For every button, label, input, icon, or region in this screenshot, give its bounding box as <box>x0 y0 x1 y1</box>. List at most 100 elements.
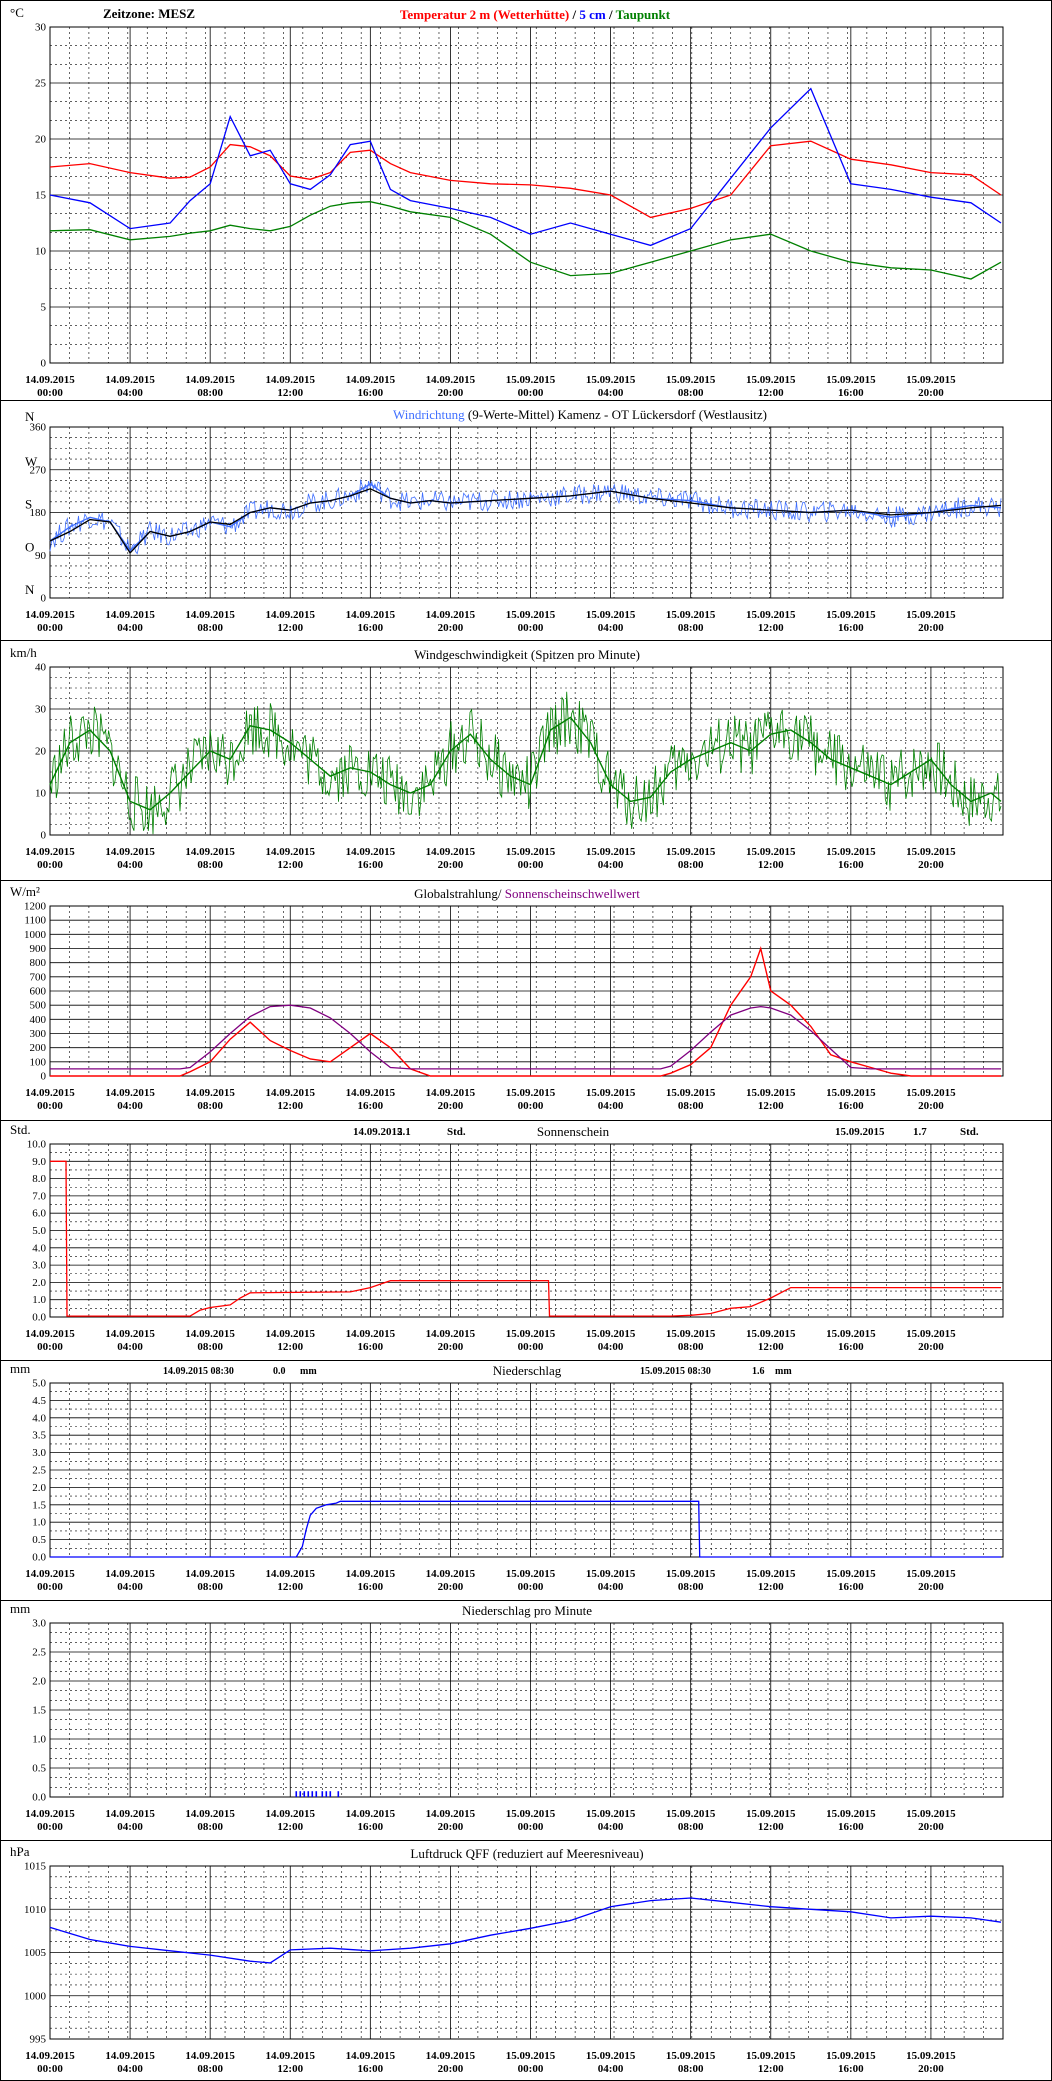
x-tick-label: 14.09.2015 <box>25 609 75 621</box>
x-tick-label: 14.09.2015 <box>426 846 476 858</box>
x-tick-label: 14.09.2015 <box>266 374 316 386</box>
x-tick-label: 20:00 <box>918 1341 944 1353</box>
x-tick-label: 12:00 <box>277 1821 303 1833</box>
x-tick-label: 12:00 <box>758 1100 784 1112</box>
x-tick-label: 14.09.2015 <box>346 1328 396 1340</box>
y-tick-label: 6.0 <box>32 1208 46 1220</box>
chart-title: Globalstrahlung/ Sonnenscheinschwellwert <box>414 886 640 901</box>
x-tick-label: 14.09.2015 <box>25 374 75 386</box>
chart-title-part: Windgeschwindigkeit (Spitzen pro Minute) <box>414 647 640 662</box>
x-tick-label: 14.09.2015 <box>346 374 396 386</box>
x-tick-label: 04:00 <box>598 1341 624 1353</box>
x-tick-label: 04:00 <box>598 1821 624 1833</box>
y-tick-label: 5.0 <box>32 1225 46 1237</box>
x-tick-label: 15.09.2015 <box>746 1087 796 1099</box>
x-tick-label: 15.09.2015 <box>666 1328 716 1340</box>
x-tick-label: 08:00 <box>197 622 223 634</box>
x-tick-label: 14.09.2015 <box>266 1808 316 1820</box>
y-tick-label: 1200 <box>24 901 47 913</box>
y-tick-label: 15 <box>35 190 47 202</box>
x-tick-label: 04:00 <box>598 2063 624 2075</box>
chart-title: Niederschlag <box>493 1363 562 1378</box>
chart-title: Sonnenschein <box>537 1124 610 1139</box>
y-tick-label: 300 <box>30 1028 47 1040</box>
x-tick-label: 15.09.2015 <box>586 1328 636 1340</box>
x-tick-label: 15.09.2015 <box>746 609 796 621</box>
x-tick-label: 14.09.2015 <box>426 609 476 621</box>
x-tick-label: 16:00 <box>838 1341 864 1353</box>
x-tick-label: 15.09.2015 <box>586 846 636 858</box>
panel-precipitation: 0.0 0.5 1.0 1.5 2.0 2.5 3.0 3.5 4.0 4.5 5.0 14.09.2… <box>0 1360 1052 1593</box>
chart-title-part: Taupunkt <box>616 7 671 22</box>
panel-wind_speed: 01020304014.09.201500:0014.09.201504:001… <box>0 640 1052 871</box>
x-tick-label: 16:00 <box>838 1821 864 1833</box>
x-tick-label: 00:00 <box>37 859 63 871</box>
series-line <box>49 488 1002 554</box>
panel-global_radiation: 0 100 200 300 400 500 600 700 800 900 1000 1100 1200… <box>0 880 1052 1112</box>
y-tick-label: 3.0 <box>32 1618 46 1630</box>
x-tick-label: 14.09.2015 <box>185 2050 235 2062</box>
x-tick-label: 20:00 <box>918 859 944 871</box>
x-tick-label: 15.09.2015 <box>906 1808 956 1820</box>
x-tick-label: 15.09.2015 <box>586 374 636 386</box>
plot-border <box>49 666 1004 836</box>
x-tick-label: 16:00 <box>358 387 384 399</box>
x-tick-label: 08:00 <box>678 859 704 871</box>
x-tick-label: 14.09.2015 <box>105 609 155 621</box>
y-tick-label: 995 <box>30 2034 47 2046</box>
y-tick-label: 1.0 <box>32 1734 46 1746</box>
panel-wind_direction: 09018027036014.09.201500:0014.09.201504:… <box>0 400 1052 634</box>
x-tick-label: 04:00 <box>117 1821 143 1833</box>
x-tick-label: 15.09.2015 <box>746 2050 796 2062</box>
x-tick-label: 12:00 <box>758 859 784 871</box>
x-tick-label: 12:00 <box>277 1100 303 1112</box>
x-tick-label: 12:00 <box>758 2063 784 2075</box>
x-tick-label: 04:00 <box>117 2063 143 2075</box>
y-tick-label: 1000 <box>24 1990 47 2002</box>
x-tick-label: 16:00 <box>358 1821 384 1833</box>
y-tick-label: 25 <box>35 78 47 90</box>
x-tick-label: 15.09.2015 <box>586 2050 636 2062</box>
series-line <box>49 140 1002 219</box>
x-tick-label: 14.09.2015 <box>266 1087 316 1099</box>
x-tick-label: 08:00 <box>678 1100 704 1112</box>
x-tick-label: 14.09.2015 <box>105 846 155 858</box>
series-noise <box>49 691 1002 835</box>
x-tick-label: 16:00 <box>358 1341 384 1353</box>
x-tick-label: 15.09.2015 <box>666 609 716 621</box>
x-tick-label: 14.09.2015 <box>426 374 476 386</box>
plot-border <box>49 1143 1004 1318</box>
x-tick-label: 14.09.2015 <box>25 1568 75 1580</box>
y-tick-label: 800 <box>30 957 47 969</box>
x-tick-label: 14.09.2015 <box>426 1568 476 1580</box>
annotation-unit: Std. <box>447 1126 466 1138</box>
y-tick-label: 2.5 <box>32 1647 46 1659</box>
x-tick-label: 08:00 <box>197 387 223 399</box>
x-tick-label: 15.09.2015 <box>666 1808 716 1820</box>
y-tick-label: 1.0 <box>32 1517 46 1529</box>
x-tick-label: 20:00 <box>918 1100 944 1112</box>
series-line <box>49 87 1002 247</box>
y-tick-label: 4.0 <box>32 1412 46 1424</box>
x-tick-label: 20:00 <box>918 387 944 399</box>
chart-title-part: Temperatur 2 m (Wetterhütte) <box>400 7 569 22</box>
unit-label: Std. <box>10 1122 31 1137</box>
annotation-value: 1.7 <box>913 1126 927 1138</box>
y-tick-label: 0 <box>41 593 47 605</box>
y-tick-label: 0.5 <box>32 1534 46 1546</box>
y-tick-label: 0.0 <box>32 1312 46 1324</box>
x-tick-label: 14.09.2015 <box>426 1328 476 1340</box>
y-tick-label: 0.0 <box>32 1552 46 1564</box>
compass-label: S <box>25 497 32 512</box>
chart-title: Niederschlag pro Minute <box>462 1603 592 1618</box>
x-tick-label: 15.09.2015 <box>506 609 556 621</box>
chart-title: Temperatur 2 m (Wetterhütte) / 5 cm / Ta… <box>400 7 671 22</box>
y-tick-label: 270 <box>30 464 47 476</box>
x-tick-label: 14.09.2015 <box>185 1568 235 1580</box>
x-tick-label: 15.09.2015 <box>906 1568 956 1580</box>
chart-title-part: / <box>606 7 616 22</box>
chart-title-part: Sonnenscheinschwellwert <box>505 886 640 901</box>
y-tick-label: 500 <box>30 1000 47 1012</box>
x-tick-label: 15.09.2015 <box>906 2050 956 2062</box>
y-tick-label: 1.5 <box>32 1499 46 1511</box>
